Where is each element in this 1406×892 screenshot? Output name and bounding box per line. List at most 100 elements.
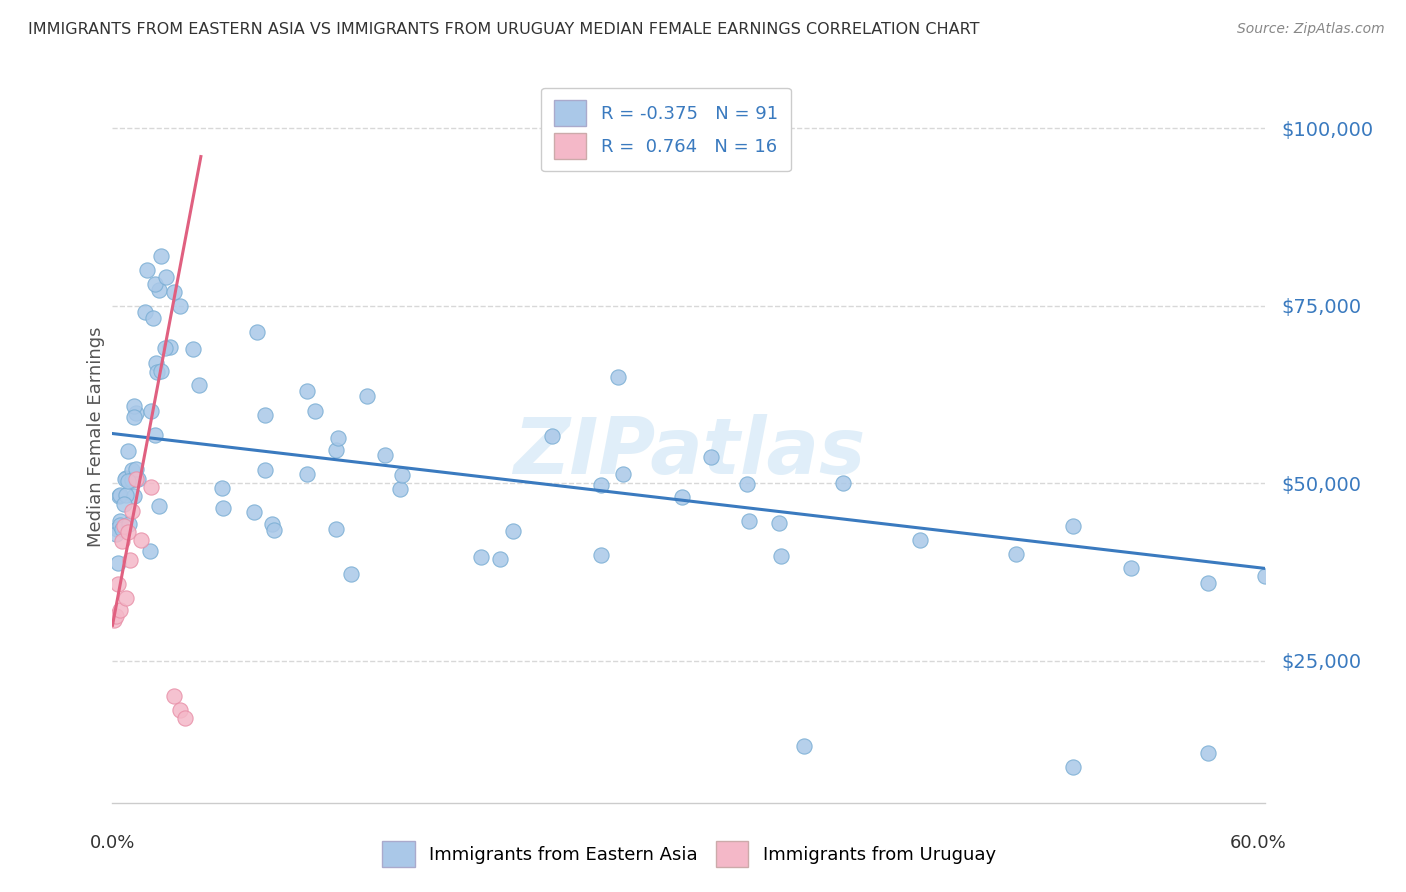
Point	[122, 410, 145, 425]
Point	[470, 549, 492, 564]
Point	[105, 523, 128, 537]
Point	[831, 476, 853, 491]
Point	[145, 356, 167, 370]
Legend: Immigrants from Eastern Asia, Immigrants from Uruguay: Immigrants from Eastern Asia, Immigrants…	[375, 834, 1002, 874]
Point	[325, 522, 347, 536]
Text: Source: ZipAtlas.com: Source: ZipAtlas.com	[1237, 22, 1385, 37]
Point	[148, 283, 170, 297]
Point	[124, 472, 146, 486]
Point	[502, 524, 524, 538]
Point	[606, 369, 628, 384]
Point	[328, 431, 350, 445]
Point	[169, 299, 191, 313]
Point	[769, 549, 792, 564]
Point	[108, 517, 131, 532]
Point	[174, 710, 197, 724]
Point	[107, 576, 129, 591]
Point	[121, 463, 143, 477]
Point	[671, 490, 693, 504]
Point	[187, 378, 209, 392]
Point	[107, 489, 129, 503]
Point	[1062, 519, 1084, 533]
Point	[141, 404, 163, 418]
Point	[700, 450, 723, 464]
Point	[1004, 547, 1026, 561]
Point	[246, 325, 269, 339]
Point	[155, 270, 177, 285]
Point	[143, 428, 166, 442]
Point	[1197, 575, 1219, 590]
Point	[253, 408, 276, 422]
Point	[112, 498, 135, 512]
Point	[108, 514, 131, 528]
Point	[1062, 760, 1084, 774]
Point	[149, 249, 172, 263]
Point	[260, 517, 283, 532]
Point	[114, 471, 136, 485]
Point	[325, 443, 347, 458]
Point	[388, 482, 411, 496]
Point	[163, 285, 186, 299]
Point	[125, 406, 148, 420]
Point	[339, 566, 361, 581]
Legend: R = -0.375   N = 91, R =  0.764   N = 16: R = -0.375 N = 91, R = 0.764 N = 16	[541, 87, 790, 171]
Point	[737, 476, 759, 491]
Point	[737, 515, 759, 529]
Point	[148, 499, 170, 513]
Point	[105, 527, 128, 541]
Point	[134, 305, 156, 319]
Point	[122, 399, 145, 413]
Point	[108, 488, 131, 502]
Point	[488, 552, 510, 566]
Point	[295, 384, 318, 398]
Point	[212, 501, 235, 516]
Point	[263, 523, 285, 537]
Point	[295, 467, 318, 482]
Text: 0.0%: 0.0%	[90, 834, 135, 852]
Point	[139, 480, 162, 494]
Point	[169, 704, 191, 718]
Point	[149, 363, 172, 377]
Point	[115, 488, 138, 502]
Point	[142, 310, 165, 325]
Point	[908, 533, 931, 547]
Point	[114, 472, 136, 486]
Point	[153, 342, 176, 356]
Point	[108, 603, 131, 617]
Point	[117, 525, 139, 540]
Point	[125, 462, 148, 476]
Point	[374, 448, 396, 462]
Point	[589, 477, 612, 491]
Point	[356, 389, 378, 403]
Y-axis label: Median Female Earnings: Median Female Earnings	[87, 326, 105, 548]
Point	[163, 690, 186, 704]
Point	[121, 504, 143, 518]
Point	[591, 548, 613, 562]
Point	[541, 429, 564, 443]
Point	[124, 489, 146, 503]
Point	[127, 473, 149, 487]
Point	[181, 342, 204, 356]
Point	[107, 556, 129, 570]
Point	[391, 467, 413, 482]
Point	[105, 608, 128, 623]
Point	[793, 739, 815, 753]
Point	[612, 467, 634, 482]
Text: IMMIGRANTS FROM EASTERN ASIA VS IMMIGRANTS FROM URUGUAY MEDIAN FEMALE EARNINGS C: IMMIGRANTS FROM EASTERN ASIA VS IMMIGRAN…	[28, 22, 980, 37]
Point	[139, 544, 162, 558]
Point	[242, 505, 264, 519]
Point	[121, 473, 143, 487]
Text: ZIPatlas: ZIPatlas	[513, 414, 865, 490]
Point	[118, 553, 141, 567]
Point	[111, 522, 134, 536]
Point	[111, 533, 134, 548]
Point	[118, 516, 141, 531]
Point	[1254, 568, 1277, 582]
Point	[1119, 561, 1142, 575]
Point	[112, 519, 135, 533]
Point	[117, 444, 139, 458]
Point	[768, 516, 790, 530]
Point	[304, 404, 326, 418]
Point	[103, 613, 125, 627]
Point	[143, 277, 166, 292]
